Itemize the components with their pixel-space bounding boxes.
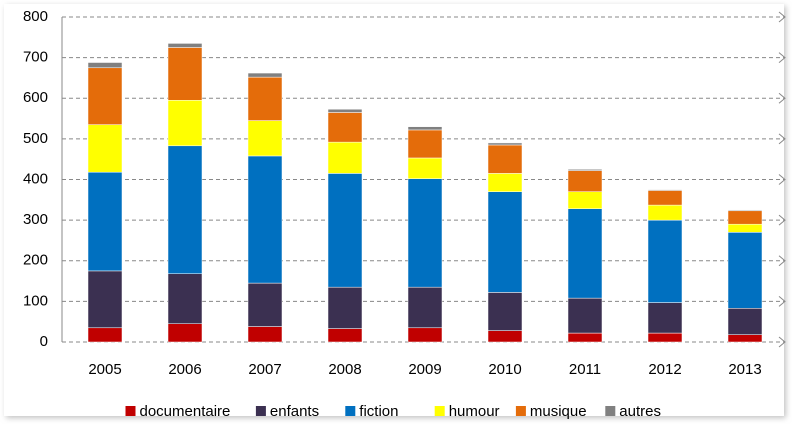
legend-swatch bbox=[515, 406, 526, 416]
bar-segment bbox=[247, 326, 283, 343]
bar-segment bbox=[327, 112, 363, 143]
legend-label: fiction bbox=[359, 403, 398, 420]
bar-segment bbox=[87, 67, 123, 125]
grid-arrow bbox=[778, 255, 786, 267]
bar-segment bbox=[727, 209, 763, 212]
bar-segment bbox=[407, 126, 443, 131]
bar-segment bbox=[247, 76, 283, 121]
y-tick-label: 700 bbox=[23, 49, 48, 66]
bar-segment bbox=[727, 210, 763, 225]
bar-segment bbox=[407, 157, 443, 179]
bar-segment bbox=[87, 171, 123, 272]
legend-label: humour bbox=[449, 403, 500, 420]
x-tick-label: 2005 bbox=[88, 361, 121, 378]
legend-swatch bbox=[125, 406, 136, 416]
bar-segment bbox=[407, 178, 443, 288]
grid-arrow bbox=[778, 92, 786, 104]
y-tick-label: 0 bbox=[40, 333, 48, 350]
bar-segment bbox=[87, 62, 123, 69]
bar-segment bbox=[487, 292, 523, 331]
bar-segment bbox=[407, 327, 443, 343]
bar-segment bbox=[727, 308, 763, 335]
x-tick-label: 2009 bbox=[408, 361, 441, 378]
bar-segment bbox=[727, 232, 763, 309]
bar-segment bbox=[647, 190, 683, 206]
bar-segment bbox=[327, 328, 363, 343]
legend-label: autres bbox=[619, 403, 661, 420]
bar-segment bbox=[727, 334, 763, 343]
bar-segment bbox=[247, 282, 283, 327]
bar-segment bbox=[327, 173, 363, 288]
bar-segment bbox=[167, 273, 203, 324]
bar-segment bbox=[647, 204, 683, 221]
bar-segment bbox=[487, 142, 523, 146]
legend-swatch bbox=[345, 406, 356, 416]
bar-segment bbox=[327, 286, 363, 329]
legend-swatch bbox=[434, 406, 445, 416]
bar-segment bbox=[647, 189, 683, 191]
y-tick-label: 800 bbox=[23, 8, 48, 25]
x-tick-label: 2010 bbox=[488, 361, 521, 378]
grid-arrow bbox=[778, 133, 786, 145]
bar-segment bbox=[167, 47, 203, 101]
legend-label: enfants bbox=[270, 403, 319, 420]
x-tick-label: 2013 bbox=[728, 361, 761, 378]
x-tick-label: 2006 bbox=[168, 361, 201, 378]
bar-segment bbox=[647, 302, 683, 334]
bar-segment bbox=[487, 330, 523, 343]
legend-label: musique bbox=[530, 403, 587, 420]
legend-swatch bbox=[605, 406, 616, 416]
bar-segment bbox=[567, 208, 603, 299]
x-tick-label: 2011 bbox=[569, 361, 601, 378]
bar-segment bbox=[407, 286, 443, 329]
bar-segment bbox=[167, 43, 203, 48]
bar-segment bbox=[567, 169, 603, 171]
bar-segment bbox=[567, 297, 603, 334]
bar-segment bbox=[167, 100, 203, 147]
bar-segment bbox=[727, 223, 763, 233]
y-tick-label: 600 bbox=[23, 89, 48, 106]
bar-segment bbox=[567, 191, 603, 209]
grid-arrow bbox=[778, 174, 786, 185]
grid-arrow bbox=[778, 52, 786, 64]
bar-segment bbox=[487, 144, 523, 174]
bar-segment bbox=[567, 332, 603, 343]
bar-segment bbox=[487, 173, 523, 192]
bar-segment bbox=[167, 323, 203, 343]
legend-label: documentaire bbox=[140, 403, 231, 420]
bar-segment bbox=[247, 120, 283, 157]
bar-segment bbox=[327, 108, 363, 113]
grid-arrow bbox=[778, 295, 786, 307]
y-tick-label: 300 bbox=[23, 211, 48, 228]
grid-arrow bbox=[778, 336, 786, 348]
bar-segment bbox=[487, 191, 523, 293]
bar-segment bbox=[327, 141, 363, 174]
bar-segment bbox=[567, 170, 603, 192]
bar-segment bbox=[247, 155, 283, 284]
bar-segment bbox=[247, 72, 283, 78]
bar-segment bbox=[647, 332, 683, 343]
bar-segment bbox=[407, 129, 443, 159]
x-tick-label: 2007 bbox=[248, 361, 281, 378]
bar-segment bbox=[87, 327, 123, 343]
bar-segment bbox=[87, 270, 123, 329]
bar-segment bbox=[167, 145, 203, 274]
bar-segment bbox=[87, 124, 123, 173]
y-tick-label: 200 bbox=[23, 252, 48, 269]
y-tick-label: 500 bbox=[23, 130, 48, 147]
y-tick-label: 100 bbox=[23, 292, 48, 309]
grid-arrow bbox=[778, 11, 786, 23]
x-tick-label: 2008 bbox=[328, 361, 361, 378]
bar-segment bbox=[647, 219, 683, 303]
grid-arrow bbox=[778, 214, 786, 226]
legend-swatch bbox=[255, 406, 266, 416]
y-tick-label: 400 bbox=[23, 170, 48, 187]
x-tick-label: 2012 bbox=[648, 361, 681, 378]
